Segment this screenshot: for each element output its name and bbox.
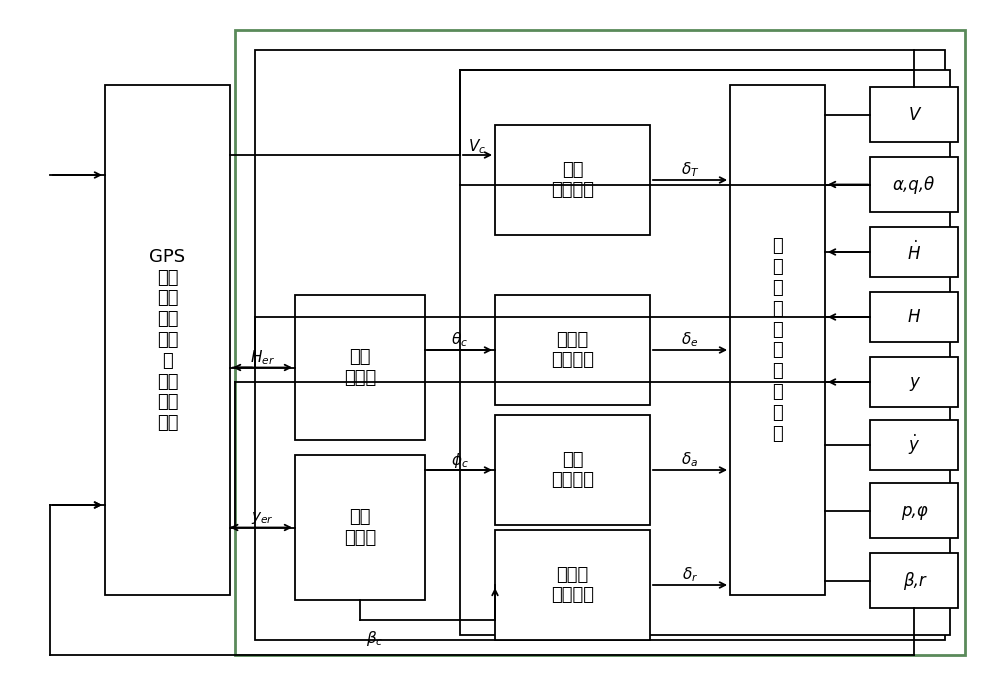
Bar — [255, 50, 945, 640]
Text: 副翼
控制通道: 副翼 控制通道 — [551, 451, 594, 489]
Text: 侧向
引导律: 侧向 引导律 — [344, 508, 376, 547]
Text: $V_c$: $V_c$ — [468, 138, 487, 156]
Text: 方向舵
控制通道: 方向舵 控制通道 — [551, 565, 594, 604]
Bar — [870, 292, 958, 342]
Bar — [870, 227, 958, 277]
Text: $\delta_r$: $\delta_r$ — [682, 566, 698, 584]
Text: y: y — [909, 373, 919, 391]
Bar — [870, 157, 958, 212]
Text: GPS
引导
基准
轨迹
生成
与
轨迹
误差
计算: GPS 引导 基准 轨迹 生成 与 轨迹 误差 计算 — [149, 248, 186, 432]
Text: $H_{er}$: $H_{er}$ — [250, 348, 275, 367]
Text: α,q,θ: α,q,θ — [893, 176, 935, 193]
Bar — [295, 455, 425, 600]
Text: $\beta_c$: $\beta_c$ — [366, 628, 384, 648]
Bar — [495, 530, 650, 640]
Text: $y_{er}$: $y_{er}$ — [251, 510, 274, 525]
Text: 无
人
机
动
力
学
与
运
动
学: 无 人 机 动 力 学 与 运 动 学 — [772, 237, 783, 442]
Bar — [235, 30, 965, 655]
Text: 纵向
引导律: 纵向 引导律 — [344, 348, 376, 387]
Bar — [495, 415, 650, 525]
Text: $\phi_c$: $\phi_c$ — [451, 451, 469, 469]
Bar — [870, 357, 958, 407]
Text: β,r: β,r — [903, 571, 925, 589]
Text: 升降舵
控制通道: 升降舵 控制通道 — [551, 331, 594, 369]
Text: 油门
控制通道: 油门 控制通道 — [551, 161, 594, 200]
Bar — [870, 483, 958, 538]
Bar — [730, 85, 825, 595]
Text: $\dot{H}$: $\dot{H}$ — [907, 240, 921, 263]
Text: V: V — [908, 106, 920, 123]
Text: $\delta_T$: $\delta_T$ — [681, 161, 699, 179]
Text: $\delta_e$: $\delta_e$ — [681, 331, 699, 349]
Bar — [495, 295, 650, 405]
Bar — [295, 295, 425, 440]
Text: $\delta_a$: $\delta_a$ — [681, 451, 699, 469]
Bar — [460, 70, 950, 635]
Bar — [105, 85, 230, 595]
Text: p,φ: p,φ — [901, 501, 927, 519]
Bar — [870, 553, 958, 608]
Text: $\dot{y}$: $\dot{y}$ — [908, 433, 920, 457]
Bar — [870, 87, 958, 142]
Bar — [495, 125, 650, 235]
Bar — [870, 420, 958, 470]
Text: $\theta_c$: $\theta_c$ — [451, 331, 469, 349]
Text: H: H — [908, 308, 920, 326]
